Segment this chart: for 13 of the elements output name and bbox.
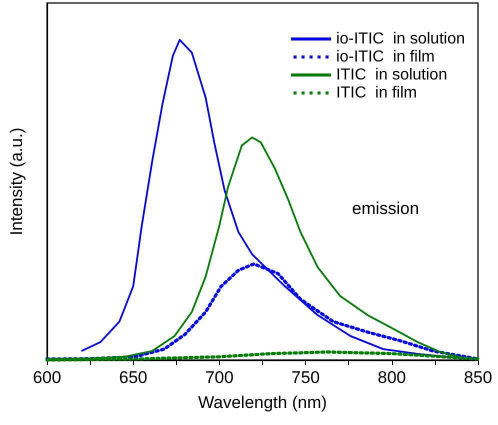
x-axis-title: Wavelength (nm): [198, 393, 327, 412]
x-tick-label: 750: [291, 368, 320, 387]
annotation: emission: [352, 199, 420, 218]
x-tick-label: 600: [32, 368, 62, 387]
legend-label: io-ITIC in film: [336, 48, 435, 66]
x-tick-label: 850: [464, 368, 492, 387]
y-axis-title: Intensity (a.u.): [7, 128, 26, 236]
legend-label: io-ITIC in solution: [336, 30, 465, 48]
legend-label: ITIC in film: [336, 84, 417, 102]
x-tick-label: 700: [205, 368, 234, 387]
x-tick-label: 650: [119, 368, 148, 387]
legend-label: ITIC in solution: [336, 66, 448, 84]
x-tick-label: 800: [378, 368, 406, 387]
